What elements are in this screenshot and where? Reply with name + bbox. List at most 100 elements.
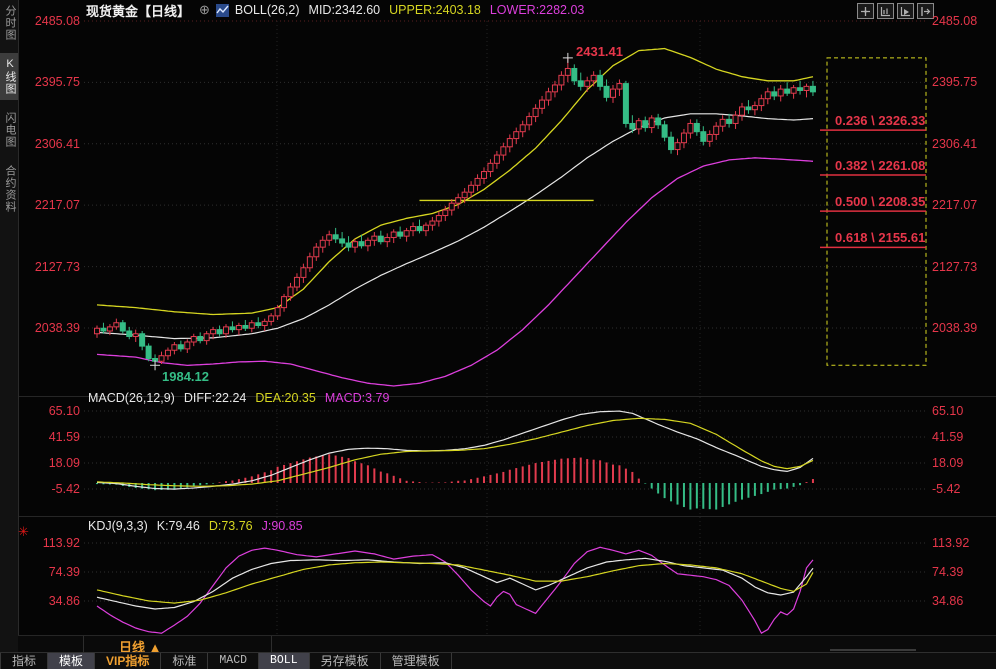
candle-body [184,341,191,350]
price-axis-label-left: 2217.07 [34,198,80,213]
candle-body [790,87,797,94]
price-axis-label-left: 2485.08 [34,14,80,28]
candle-body [506,138,513,148]
candle-body [145,345,152,359]
candle-body [532,107,539,118]
candle-body [616,83,623,90]
candle-body [126,330,133,337]
candle-body [513,131,520,140]
kdj-name[interactable]: KDJ(9,3,3) [88,519,148,533]
candle-body [242,325,249,329]
axis-frame-icon[interactable] [877,3,894,19]
candle-body [526,116,533,126]
candle-body [216,329,223,335]
candle-body [726,118,733,124]
price-axis-label-left: 2038.39 [34,320,80,335]
candle-body [610,88,616,98]
candle-body [693,122,700,133]
candle-body [719,118,726,127]
candle-body [442,209,449,217]
macd-diff-value: DIFF:22.24 [183,391,247,405]
candle-body [687,122,694,134]
candle-body [500,146,507,156]
template-tab-5[interactable]: BOLL [259,653,310,669]
candle-body [248,322,255,329]
candle-body [197,335,204,342]
candle-body [700,131,707,142]
candle-body [642,120,649,129]
candle-body [758,98,765,107]
fib-level-label: 0.500 \ 2208.35 [835,194,926,210]
candle-body [797,87,804,91]
boll-upper-value: UPPER:2403.18 [389,3,481,17]
candle-body [584,80,591,87]
candle-body [481,171,487,179]
candle-body [571,67,578,82]
template-tab-3[interactable]: 标准 [161,653,209,669]
sidebar-item-1[interactable]: K线图 [0,53,18,100]
kdj-d-value: D:73.76 [208,519,253,533]
candle-body [371,235,378,241]
candle-body [468,184,475,193]
template-tab-1[interactable]: 模板 [48,653,96,669]
kdj-j-value: J:90.85 [261,519,303,533]
sidebar-item-2[interactable]: 闪电图 [4,112,16,148]
candle-body [706,133,713,142]
candle-body [429,220,436,226]
template-tab-7[interactable]: 管理模板 [381,653,452,669]
candle-body [539,99,546,109]
macd-axis-label-right: -5.42 [932,481,961,496]
kdj-axis-label-right: 34.86 [932,594,964,608]
candle-body [281,296,288,309]
price-axis-label-right: 2127.73 [932,259,978,274]
candle-body [390,231,397,239]
candle-body [119,322,126,332]
alarm-icon[interactable]: ✳ [18,524,29,539]
macd-axis-label-right: 18.09 [932,455,964,470]
price-axis-label-right: 2038.39 [932,320,978,335]
candle-body [164,349,171,357]
indicator-name[interactable]: BOLL(26,2) [234,3,300,17]
low-price-annotation: 1984.12 [162,369,209,384]
sidebar-item-3[interactable]: 合约资料 [4,165,16,213]
macd-axis-label-left: -5.42 [51,481,81,496]
candle-body [551,84,558,93]
candle-body [326,234,333,241]
boll-upper-line [96,47,814,316]
macd-dea-value: DEA:20.35 [255,391,316,405]
crosshair-icon[interactable] [857,3,874,19]
price-axis-label-left: 2127.73 [34,259,80,274]
candle-body [261,320,268,327]
template-tab-2[interactable]: VIP指标 [95,653,162,669]
kdj-axis-label-left: 34.86 [48,594,80,608]
period-selector[interactable]: 日线 ▲ [119,640,162,655]
candle-body [784,88,791,94]
template-tab-4[interactable]: MACD [208,653,259,669]
template-tab-0[interactable]: 指标 [0,653,49,669]
candle-body [397,231,404,237]
macd-axis-label-right: 41.59 [932,429,964,444]
candle-body [268,315,275,322]
candle-body [403,230,410,237]
candle-body [139,333,146,347]
candle-body [255,322,262,327]
candle-body [461,191,468,199]
candle-body [545,91,552,101]
candle-body [558,74,565,86]
candle-body [313,246,320,258]
template-tab-6[interactable]: 另存模板 [310,653,381,669]
fib-level-label: 0.618 \ 2155.61 [835,230,926,246]
candle-body [771,91,778,97]
kdj-axis-label-right: 74.39 [932,565,964,579]
scrollbar-thumb[interactable] [830,649,916,651]
axis-play-icon[interactable] [897,3,914,19]
shift-right-icon[interactable] [917,3,934,19]
candle-body [422,224,429,232]
add-indicator-icon[interactable]: ⊕ [199,2,210,17]
candle-body [190,335,197,343]
sidebar-item-0[interactable]: 分时图 [4,5,16,41]
kdj-axis-label-left: 74.39 [48,565,80,579]
macd-name[interactable]: MACD(26,12,9) [88,391,175,405]
candle-body [435,215,442,222]
candle-body [416,226,423,232]
